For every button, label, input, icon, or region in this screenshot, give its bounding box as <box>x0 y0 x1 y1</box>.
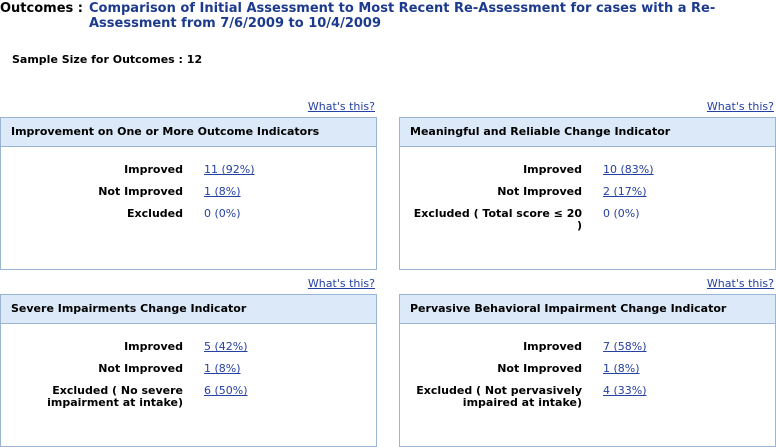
metric-value[interactable]: 5 (42%) <box>204 340 248 353</box>
panel: Meaningful and Reliable Change Indicator… <box>399 117 776 270</box>
metric-row: Excluded ( Total score ≤ 20 ) 0 (0%) <box>400 208 775 232</box>
panel-body: Improved 5 (42%) Not Improved 1 (8%) Exclude… <box>1 324 376 409</box>
metric-value[interactable]: 11 (92%) <box>204 163 255 176</box>
metric-label: Not Improved <box>497 185 582 198</box>
help-link[interactable]: What's this? <box>307 100 375 113</box>
metric-row: Improved 10 (83%) <box>400 164 775 176</box>
sample-size-value: 12 <box>186 53 203 66</box>
panel-body: Improved 7 (58%) Not Improved 1 (8%) Exclude… <box>400 324 775 409</box>
metric-row: Excluded 0 (0%) <box>1 208 376 220</box>
metric-row: Not Improved 1 (8%) <box>1 363 376 375</box>
metric-label: Improved <box>124 340 183 353</box>
panel-title: Severe Impairments Change Indicator <box>1 295 376 324</box>
metric-value[interactable]: 4 (33%) <box>603 384 647 397</box>
metric-label: Excluded <box>127 207 183 220</box>
metric-row: Excluded ( Not pervasively impaired at i… <box>400 385 775 409</box>
panel: Severe Impairments Change Indicator Impro… <box>0 294 377 447</box>
metric-label: Improved <box>523 340 582 353</box>
metric-label: Excluded ( Not pervasively impaired at i… <box>416 384 582 409</box>
metric-label: Excluded ( No severe impairment at intak… <box>47 384 183 409</box>
metric-value[interactable]: 1 (8%) <box>204 362 241 375</box>
help-link[interactable]: What's this? <box>706 100 774 113</box>
metric-row: Not Improved 1 (8%) <box>400 363 775 375</box>
metric-row: Not Improved 1 (8%) <box>1 186 376 198</box>
panel-title: Improvement on One or More Outcome Indic… <box>1 118 376 147</box>
panel-body: Improved 11 (92%) Not Improved 1 (8%) Exclud… <box>1 147 376 220</box>
sample-size: Sample Size for Outcomes : 12 <box>12 53 202 66</box>
metric-value[interactable]: 7 (58%) <box>603 340 647 353</box>
metric-row: Improved 5 (42%) <box>1 341 376 353</box>
sample-size-label: Sample Size for Outcomes : <box>12 53 183 66</box>
header-title: Comparison of Initial Assessment to Most… <box>88 1 716 31</box>
panel-body: Improved 10 (83%) Not Improved 2 (17%) Exclu… <box>400 147 775 232</box>
metric-label: Not Improved <box>98 185 183 198</box>
panel-title: Meaningful and Reliable Change Indicator <box>400 118 775 147</box>
metric-row: Not Improved 2 (17%) <box>400 186 775 198</box>
metric-row: Excluded ( No severe impairment at intak… <box>1 385 376 409</box>
metric-label: Not Improved <box>98 362 183 375</box>
metric-row: Improved 11 (92%) <box>1 164 376 176</box>
metric-value: 0 (0%) <box>204 207 241 220</box>
help-link[interactable]: What's this? <box>307 277 375 290</box>
metric-row: Improved 7 (58%) <box>400 341 775 353</box>
metric-value[interactable]: 10 (83%) <box>603 163 654 176</box>
metric-value[interactable]: 1 (8%) <box>204 185 241 198</box>
metric-value: 0 (0%) <box>603 207 640 220</box>
metric-label: Not Improved <box>497 362 582 375</box>
header: Outcomes : Comparison of Initial Assessm… <box>0 1 776 31</box>
metric-label: Improved <box>124 163 183 176</box>
panel-title: Pervasive Behavioral Impairment Change I… <box>400 295 775 324</box>
metric-value[interactable]: 1 (8%) <box>603 362 640 375</box>
metric-label: Excluded ( Total score ≤ 20 ) <box>413 207 582 232</box>
header-label: Outcomes : <box>0 1 83 16</box>
help-link[interactable]: What's this? <box>706 277 774 290</box>
panel: Improvement on One or More Outcome Indic… <box>0 117 377 270</box>
metric-value[interactable]: 2 (17%) <box>603 185 647 198</box>
panel: Pervasive Behavioral Impairment Change I… <box>399 294 776 447</box>
metric-label: Improved <box>523 163 582 176</box>
metric-value[interactable]: 6 (50%) <box>204 384 248 397</box>
